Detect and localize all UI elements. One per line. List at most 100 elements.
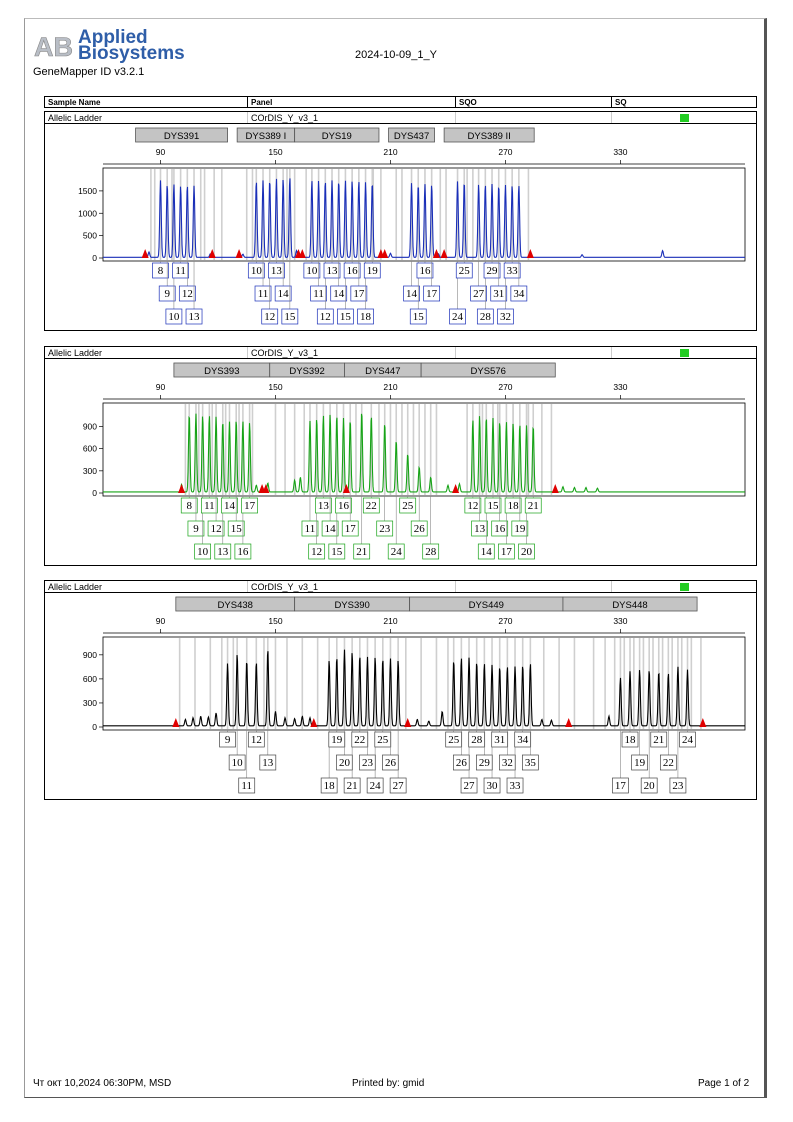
- allele-label: 31: [493, 288, 504, 300]
- x-tick-label: 210: [383, 382, 397, 392]
- allele-call: 25: [374, 730, 392, 748]
- allele-label: 21: [528, 500, 539, 512]
- allele-call: 12: [247, 730, 265, 748]
- locus-bin: DYS438: [175, 596, 296, 612]
- electropherogram-panel-black: Allelic Ladder COrDIS_Y_v3_1 DYS438 DYS390 D…: [44, 580, 757, 800]
- allele-call: 9: [158, 261, 176, 302]
- allele-call: 27: [460, 730, 478, 794]
- ab-logo-icon: AB: [34, 32, 74, 63]
- allele-call: 27: [470, 261, 487, 302]
- allele-label: 27: [393, 780, 405, 792]
- allele-label: 11: [305, 523, 316, 535]
- locus-name: DYS390: [334, 600, 369, 611]
- allele-call: 16: [416, 261, 434, 279]
- allele-label: 11: [204, 500, 215, 512]
- quality-flag-icon: [680, 349, 689, 357]
- y-tick-label: 600: [83, 674, 97, 684]
- allele-call: 12: [464, 496, 482, 514]
- allele-label: 25: [459, 265, 471, 277]
- allele-label: 15: [340, 311, 352, 323]
- page-frame: [24, 18, 767, 1098]
- x-tick-label: 90: [156, 616, 166, 626]
- allele-label: 17: [353, 288, 365, 300]
- allele-call: 12: [308, 496, 326, 560]
- allele-call: 10: [165, 261, 183, 325]
- off-ladder-marker: [208, 249, 216, 258]
- locus-name: DYS437: [394, 131, 429, 142]
- x-tick-label: 210: [383, 147, 397, 157]
- allele-call: 32: [499, 730, 516, 771]
- locus-name: DYS438: [218, 600, 253, 611]
- allele-label: 21: [347, 780, 358, 792]
- locus-bin: DYS448: [562, 596, 698, 612]
- x-tick-label: 90: [156, 382, 166, 392]
- x-tick-label: 90: [156, 147, 166, 157]
- allele-call: 13: [323, 261, 341, 279]
- locus-bin: DYS576: [420, 362, 556, 378]
- allele-label: 17: [615, 780, 627, 792]
- allele-call: 28: [468, 730, 486, 748]
- off-ladder-marker: [381, 249, 389, 258]
- allele-call: 14: [274, 261, 292, 302]
- sample-info-row: Allelic Ladder COrDIS_Y_v3_1: [45, 347, 756, 359]
- allele-label: 10: [197, 546, 209, 558]
- allele-call: 10: [228, 730, 246, 771]
- allele-label: 11: [241, 780, 252, 792]
- allele-call: 28: [422, 496, 440, 560]
- x-tick-label: 270: [498, 147, 512, 157]
- allele-label: 9: [193, 523, 199, 535]
- x-tick-label: 270: [498, 616, 512, 626]
- allele-label: 14: [333, 288, 345, 300]
- allele-label: 15: [284, 311, 296, 323]
- signal-trace: [103, 413, 745, 493]
- allele-call: 16: [343, 261, 361, 279]
- locus-name: DYS448: [612, 600, 647, 611]
- table-header: Sample Name Panel SQO SQ: [44, 96, 757, 108]
- allele-call: 13: [315, 496, 332, 514]
- locus-bin: DYS391: [135, 127, 228, 143]
- allele-call: 23: [669, 730, 687, 794]
- allele-label: 19: [331, 734, 343, 746]
- off-ladder-marker: [551, 484, 559, 493]
- allele-label: 12: [182, 288, 193, 300]
- allele-call: 11: [172, 261, 189, 279]
- allele-label: 17: [345, 523, 357, 535]
- allele-call: 34: [510, 261, 528, 302]
- x-tick-label: 150: [268, 616, 282, 626]
- allele-call: 23: [359, 730, 376, 771]
- locus-name: DYS447: [365, 366, 400, 377]
- allele-label: 18: [324, 780, 336, 792]
- allele-call: 17: [350, 261, 368, 302]
- allele-label: 29: [479, 757, 491, 769]
- locus-name: DYS19: [322, 131, 352, 142]
- allele-label: 12: [264, 311, 275, 323]
- y-tick-label: 900: [83, 421, 97, 431]
- allele-label: 10: [232, 757, 244, 769]
- allele-label: 12: [251, 734, 262, 746]
- allele-label: 15: [413, 311, 425, 323]
- allele-label: 18: [508, 500, 519, 512]
- allele-call: 18: [357, 261, 374, 325]
- allele-label: 13: [271, 265, 283, 277]
- allele-label: 25: [402, 500, 414, 512]
- signal-trace: [103, 178, 745, 258]
- allele-call: 24: [387, 496, 405, 560]
- off-ladder-marker: [699, 718, 707, 727]
- allele-call: 27: [389, 730, 407, 794]
- allele-call: 23: [376, 496, 394, 537]
- x-tick-label: 150: [268, 382, 282, 392]
- allele-call: 20: [336, 730, 353, 771]
- electropherogram-panel-blue: Allelic Ladder COrDIS_Y_v3_1 DYS391 DYS389 …: [44, 111, 757, 331]
- allele-call: 9: [219, 730, 236, 748]
- allele-label: 9: [164, 288, 170, 300]
- x-tick-label: 330: [613, 382, 627, 392]
- allele-label: 24: [682, 734, 694, 746]
- allele-label: 14: [278, 288, 290, 300]
- allele-label: 27: [464, 780, 476, 792]
- off-ladder-marker: [172, 718, 180, 727]
- locus-bin: DYS447: [344, 362, 422, 378]
- x-tick-label: 150: [268, 147, 282, 157]
- y-tick-label: 600: [83, 444, 97, 454]
- allele-label: 21: [356, 546, 367, 558]
- allele-call: 26: [410, 496, 428, 537]
